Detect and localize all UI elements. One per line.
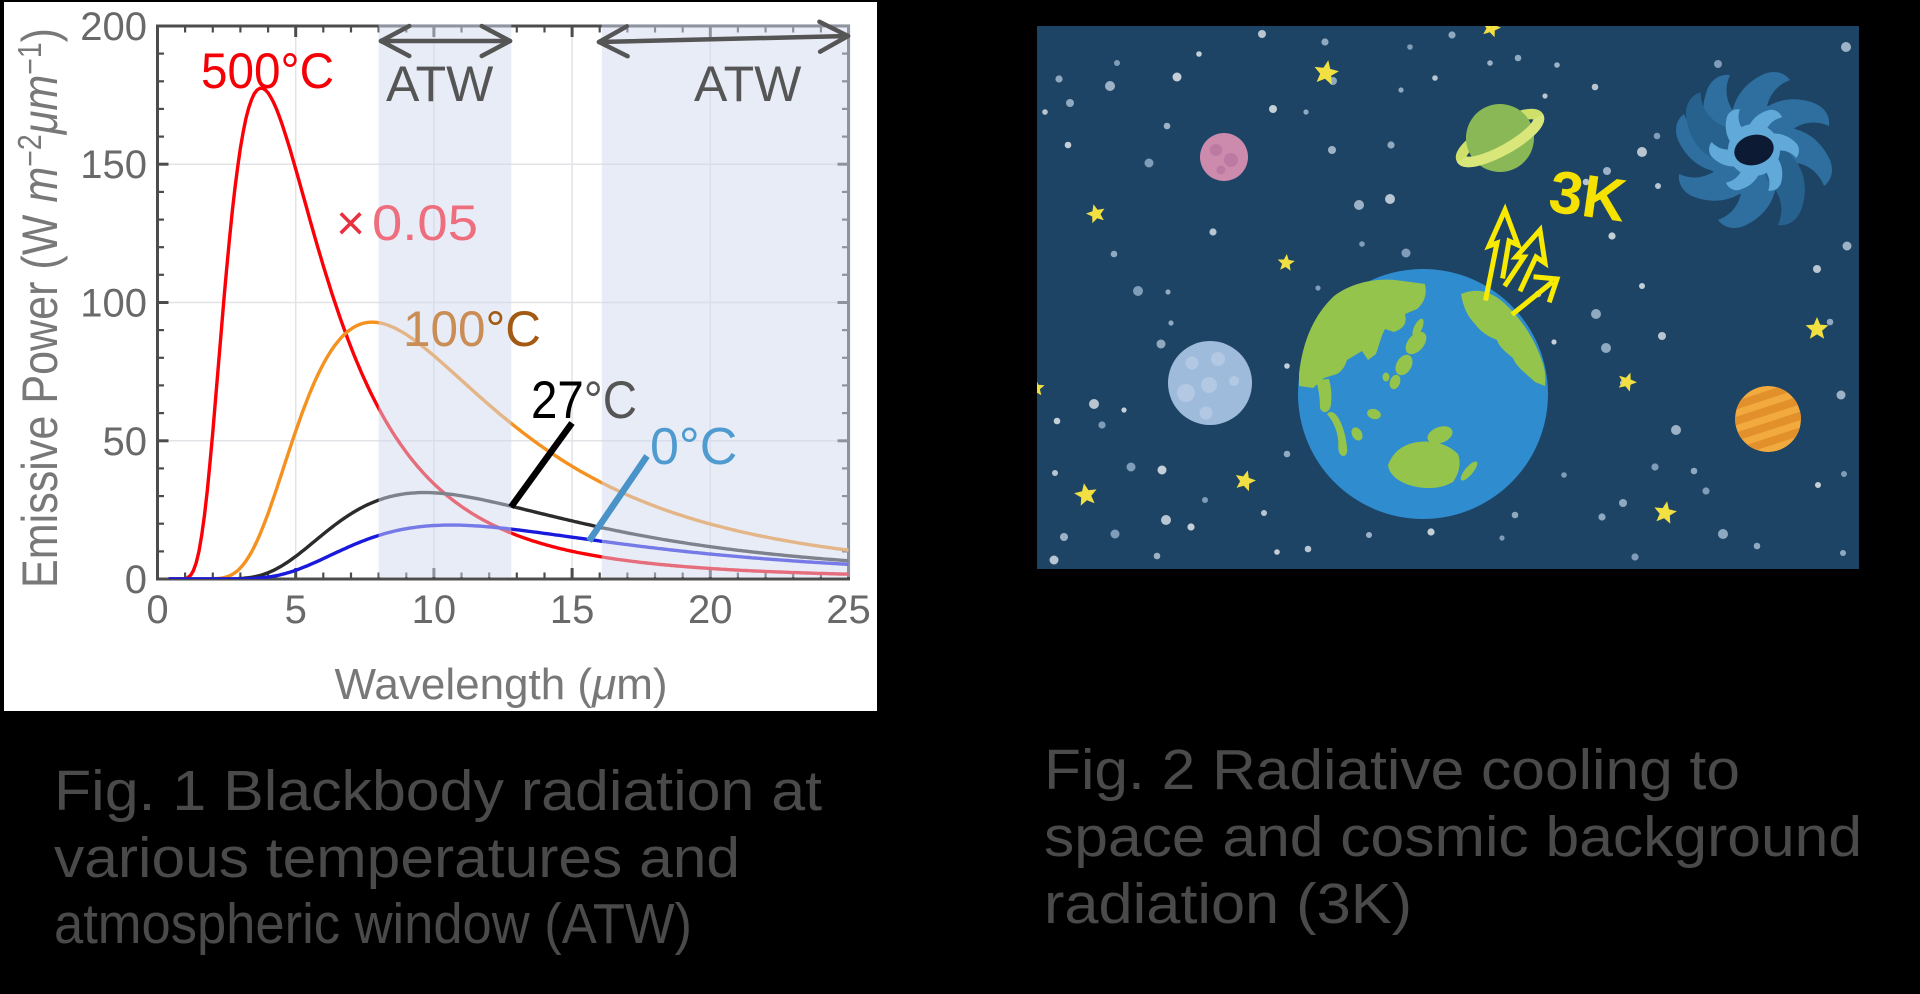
svg-text:5: 5 (285, 588, 307, 632)
svg-text:Wavelength (μm): Wavelength (μm) (334, 660, 667, 709)
svg-text:ATW: ATW (386, 56, 494, 112)
svg-text:Fig. 1 Blackbody radiation at: Fig. 1 Blackbody radiation at (54, 759, 822, 823)
svg-text:0°C: 0°C (650, 418, 737, 476)
svg-text:space and cosmic background: space and cosmic background (1044, 805, 1862, 869)
svg-text:0: 0 (125, 558, 147, 602)
svg-text:radiation (3K): radiation (3K) (1044, 872, 1412, 936)
svg-text:Emissive Power (W m−2μm−1): Emissive Power (W m−2μm−1) (11, 28, 68, 588)
svg-text:25: 25 (826, 588, 871, 632)
svg-text:0.05: 0.05 (372, 195, 478, 251)
svg-text:100: 100 (80, 282, 147, 326)
svg-text:10: 10 (412, 588, 457, 632)
svg-text:50: 50 (103, 420, 148, 464)
svg-text:150: 150 (80, 143, 147, 187)
svg-text:×: × (336, 195, 365, 251)
svg-text:0: 0 (146, 588, 168, 632)
svg-text:200: 200 (80, 5, 147, 49)
svg-text:20: 20 (688, 588, 733, 632)
svg-text:ATW: ATW (694, 56, 802, 112)
svg-text:27°C: 27°C (531, 371, 637, 430)
svg-text:15: 15 (550, 588, 595, 632)
svg-text:3K: 3K (1545, 158, 1630, 235)
svg-text:various temperatures and: various temperatures and (54, 826, 740, 890)
svg-text:Fig. 2 Radiative cooling to: Fig. 2 Radiative cooling to (1044, 738, 1740, 802)
svg-text:100°C: 100°C (403, 301, 541, 357)
svg-text:500°C: 500°C (201, 43, 334, 99)
svg-text:atmospheric window (ATW): atmospheric window (ATW) (54, 892, 692, 956)
